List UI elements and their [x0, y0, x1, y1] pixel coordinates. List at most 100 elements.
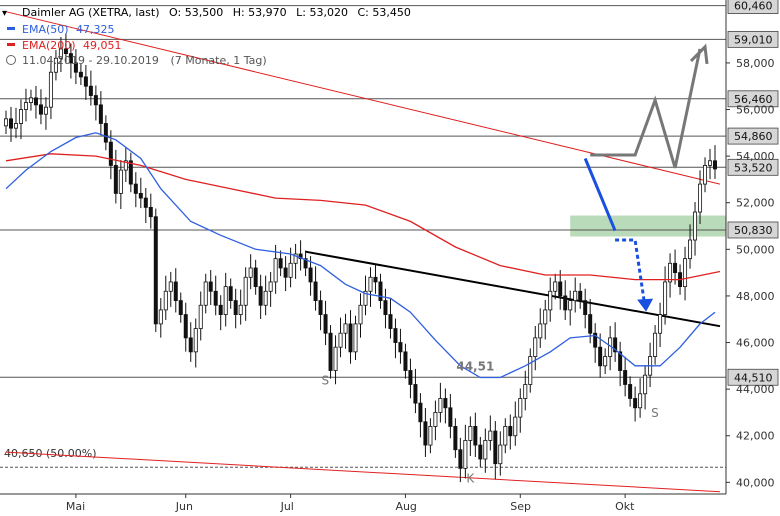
instrument-name: Daimler AG (XETRA, last): [22, 6, 160, 19]
candle: [513, 401, 518, 446]
candle: [628, 376, 633, 407]
candle: [453, 418, 458, 458]
candle: [238, 289, 243, 325]
candle: [693, 202, 698, 256]
candle-body-down: [453, 426, 458, 451]
candle-body-up: [548, 290, 553, 311]
candle: [153, 208, 158, 333]
price-level-box: 59,010: [727, 30, 779, 48]
candle: [243, 267, 248, 321]
ema200-legend-swatch: [7, 43, 15, 46]
candle: [518, 388, 523, 433]
candle: [448, 394, 453, 439]
candle: [8, 106, 13, 142]
candle-body-down: [73, 62, 78, 73]
candle-body-up: [708, 160, 713, 166]
candle: [373, 263, 378, 294]
candle-body-up: [668, 262, 673, 283]
price-level-label: 56,460: [734, 93, 773, 106]
y-tick-label: 46,000: [736, 337, 775, 350]
candle-body-down: [443, 398, 448, 409]
ema200-line: [5, 153, 721, 281]
candle-body-up: [528, 356, 533, 385]
candle-body-up: [698, 183, 703, 213]
candle: [338, 317, 343, 358]
candle: [603, 348, 608, 374]
candle: [713, 145, 718, 179]
candle-body-down: [33, 97, 38, 106]
candle: [68, 43, 73, 79]
candle: [573, 277, 578, 313]
candle: [613, 322, 618, 362]
candle-body-up: [538, 323, 543, 339]
ema200-legend-value: 49,051: [83, 39, 122, 52]
target-zone: [570, 215, 726, 237]
price-level-box: 44,510: [727, 368, 779, 386]
candle-body-up: [263, 290, 268, 306]
candle: [413, 368, 418, 414]
candle: [618, 341, 623, 387]
candle-body-down: [128, 160, 133, 185]
candle: [98, 91, 103, 136]
candle: [328, 325, 333, 379]
candle: [143, 188, 148, 223]
candle-body-down: [208, 281, 213, 292]
price-level-box-bg: [727, 221, 779, 239]
trend-lines: [5, 11, 721, 493]
candle-body-up: [498, 444, 503, 465]
candle-body-down: [583, 300, 588, 315]
candle-body-down: [178, 300, 183, 315]
dropdown-arrow-icon[interactable]: ▾: [2, 8, 7, 19]
candle: [158, 298, 163, 338]
candle-body-down: [588, 314, 593, 334]
svg-text:EMA(200) 49,051: EMA(200) 49,051: [22, 39, 122, 52]
pattern-letter: S: [651, 406, 659, 420]
candle-body-up: [123, 160, 128, 171]
candle: [508, 414, 513, 450]
candle: [558, 270, 563, 310]
candle-body-up: [683, 258, 688, 288]
candle-body-up: [638, 393, 643, 409]
candle: [178, 292, 183, 323]
candle-body-up: [168, 281, 173, 292]
close-value: C: 53,450: [358, 6, 411, 19]
candle: [408, 358, 413, 399]
price-level-label: 50,830: [734, 224, 773, 237]
annotations: 44,51 S S K: [322, 360, 659, 486]
candle-body-down: [8, 118, 13, 129]
bearish-dotted-arrow: [615, 238, 647, 308]
price-level-box: 56,460: [727, 90, 779, 108]
candle: [473, 412, 478, 457]
price-level-box: 50,830: [727, 221, 779, 239]
ema200-legend-label: EMA(200): [22, 39, 76, 52]
candle: [88, 70, 93, 106]
candle-body-up: [158, 309, 163, 325]
candle: [13, 107, 18, 139]
candle: [493, 421, 498, 480]
candle: [363, 275, 368, 316]
candle-body-down: [633, 398, 638, 409]
candle: [118, 160, 123, 210]
candle-body-up: [238, 304, 243, 315]
candle-body-up: [198, 304, 203, 329]
x-tick-label: Sep: [510, 500, 531, 513]
candle-body-up: [343, 323, 348, 334]
candle-body-down: [598, 346, 603, 367]
candle-body-down: [148, 206, 153, 218]
bearish-arrowhead: [637, 298, 654, 312]
candle-body-down: [188, 337, 193, 353]
candle-body-up: [688, 239, 693, 260]
open-value: O: 53,500: [169, 6, 223, 19]
y-tick-label: 44,000: [736, 383, 775, 396]
candle: [433, 400, 438, 441]
price-level-box-bg: [727, 158, 779, 176]
candle: [283, 256, 288, 292]
candle-body-down: [68, 53, 73, 64]
candle: [313, 266, 318, 311]
candle: [213, 275, 218, 316]
ema50-legend-swatch: [7, 27, 15, 30]
candle-body-up: [463, 440, 468, 469]
price-level-label: 60,460: [734, 0, 773, 13]
candle: [633, 386, 638, 422]
candle: [568, 290, 573, 326]
